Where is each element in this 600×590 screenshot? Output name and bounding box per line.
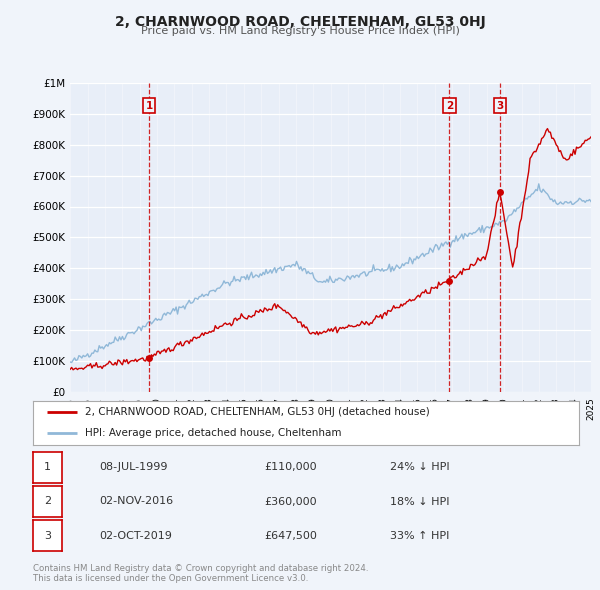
Text: 3: 3 <box>44 531 51 540</box>
Text: 3: 3 <box>496 101 503 111</box>
Text: Contains HM Land Registry data © Crown copyright and database right 2024.: Contains HM Land Registry data © Crown c… <box>33 565 368 573</box>
Text: 18% ↓ HPI: 18% ↓ HPI <box>390 497 449 506</box>
Text: This data is licensed under the Open Government Licence v3.0.: This data is licensed under the Open Gov… <box>33 574 308 583</box>
Text: 08-JUL-1999: 08-JUL-1999 <box>99 463 167 472</box>
Text: 02-NOV-2016: 02-NOV-2016 <box>99 497 173 506</box>
Text: 1: 1 <box>44 463 51 472</box>
Text: Price paid vs. HM Land Registry's House Price Index (HPI): Price paid vs. HM Land Registry's House … <box>140 26 460 36</box>
Text: £360,000: £360,000 <box>264 497 317 506</box>
Text: 2: 2 <box>446 101 453 111</box>
Text: 2: 2 <box>44 497 51 506</box>
Text: £647,500: £647,500 <box>264 531 317 540</box>
Text: HPI: Average price, detached house, Cheltenham: HPI: Average price, detached house, Chel… <box>85 428 341 438</box>
Text: 2, CHARNWOOD ROAD, CHELTENHAM, GL53 0HJ: 2, CHARNWOOD ROAD, CHELTENHAM, GL53 0HJ <box>115 15 485 29</box>
Text: 24% ↓ HPI: 24% ↓ HPI <box>390 463 449 472</box>
Text: £110,000: £110,000 <box>264 463 317 472</box>
Text: 1: 1 <box>145 101 152 111</box>
Text: 02-OCT-2019: 02-OCT-2019 <box>99 531 172 540</box>
Text: 2, CHARNWOOD ROAD, CHELTENHAM, GL53 0HJ (detached house): 2, CHARNWOOD ROAD, CHELTENHAM, GL53 0HJ … <box>85 407 430 417</box>
Text: 33% ↑ HPI: 33% ↑ HPI <box>390 531 449 540</box>
